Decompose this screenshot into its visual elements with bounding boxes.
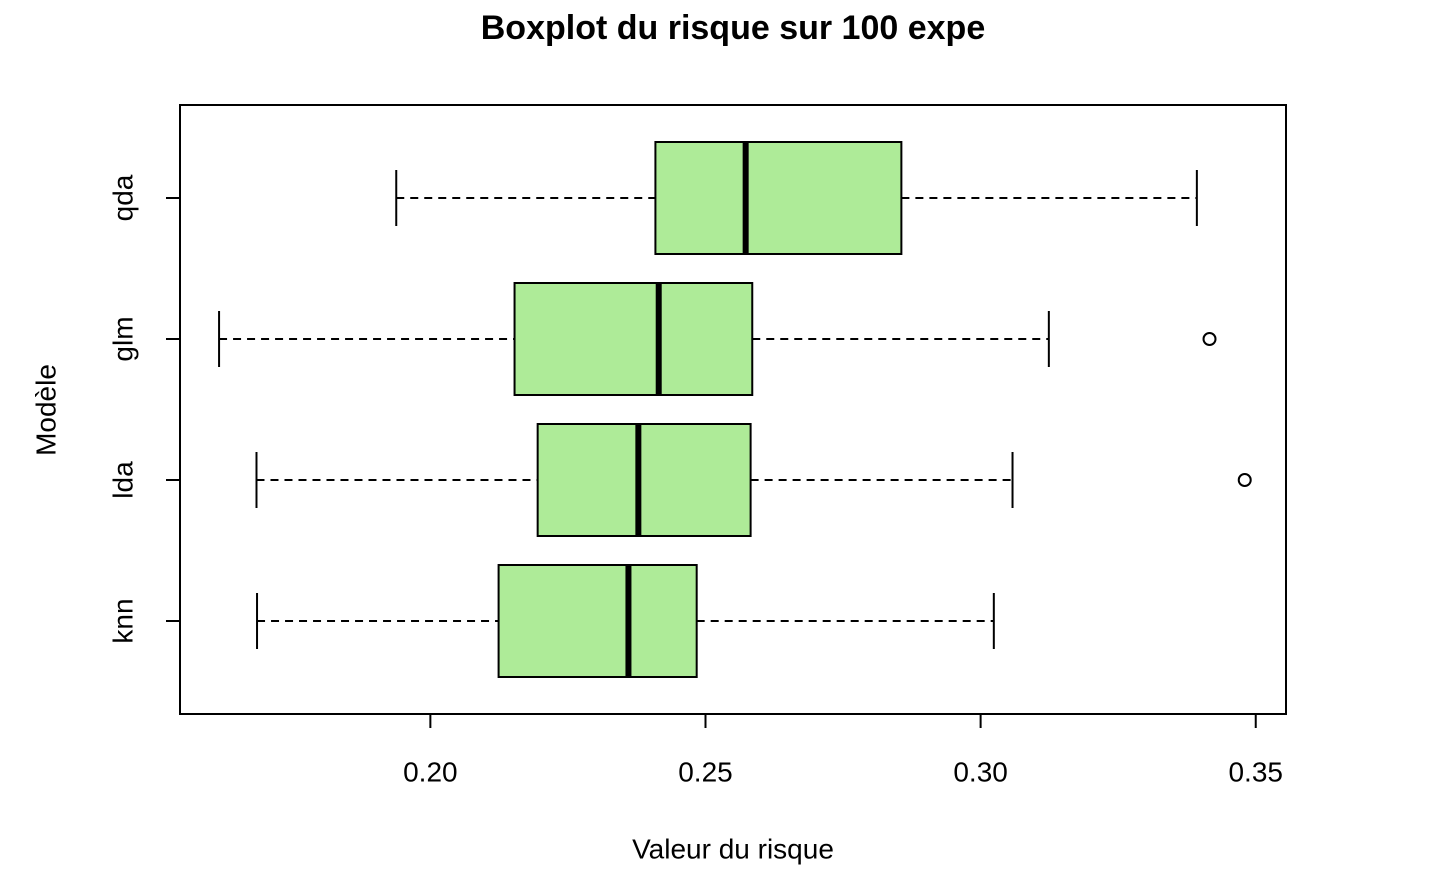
x-axis-label: Valeur du risque bbox=[632, 833, 834, 864]
outlier bbox=[1202, 332, 1217, 346]
plot-frame bbox=[179, 104, 1287, 715]
y-tick-label: knn bbox=[107, 598, 138, 643]
box bbox=[536, 423, 752, 537]
chart-title: Boxplot du risque sur 100 expe bbox=[481, 9, 985, 47]
box bbox=[497, 564, 698, 678]
y-tick-label: qda bbox=[107, 174, 138, 221]
box bbox=[513, 282, 754, 396]
y-tick-label: lda bbox=[107, 461, 138, 499]
y-tick-label: glm bbox=[107, 316, 138, 361]
y-axis-label: Modèle bbox=[30, 364, 61, 456]
box bbox=[654, 141, 903, 255]
outlier bbox=[1237, 473, 1252, 487]
x-tick-label: 0.30 bbox=[953, 756, 1008, 787]
x-tick-label: 0.35 bbox=[1228, 756, 1283, 787]
x-tick-label: 0.25 bbox=[678, 756, 733, 787]
x-tick-label: 0.20 bbox=[403, 756, 458, 787]
